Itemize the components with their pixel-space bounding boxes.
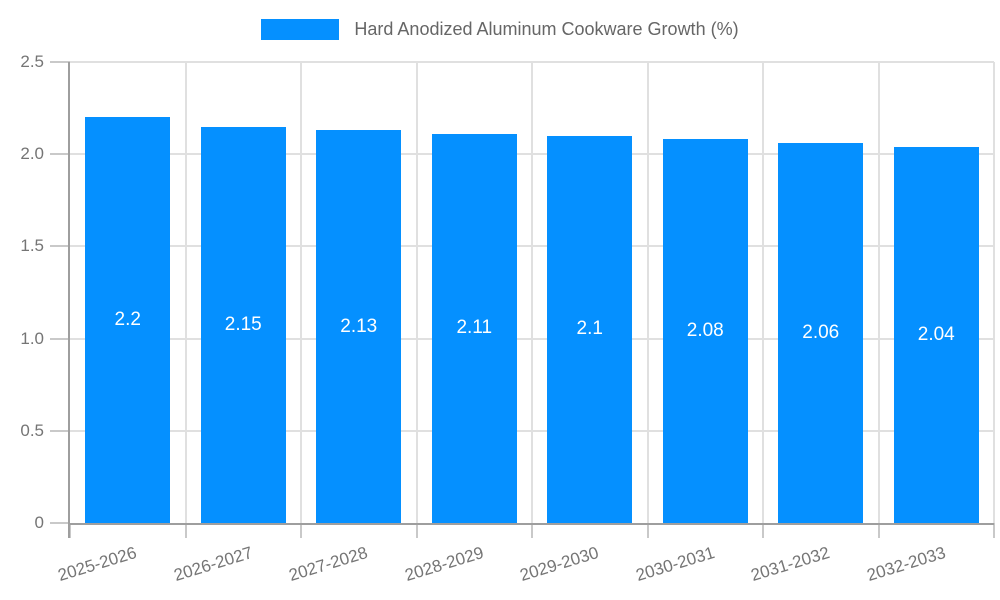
bar-value-label: 2.13 <box>340 315 378 337</box>
x-axis-tick-label: 2030-2031 <box>633 543 717 585</box>
gridline-vertical <box>184 62 187 523</box>
y-axis-tick <box>50 522 70 524</box>
y-axis-line <box>68 62 70 538</box>
x-axis-tick-label: 2027-2028 <box>286 543 371 585</box>
y-axis-tick <box>50 153 70 156</box>
bar-value-label: 2.04 <box>917 323 955 345</box>
bar: 2.13 <box>316 130 402 523</box>
x-axis-tick <box>646 523 649 538</box>
bar-value-label: 2.15 <box>224 313 262 335</box>
y-axis-tick-label: 1.0 <box>20 328 44 348</box>
y-axis-tick <box>50 429 70 432</box>
y-axis-tick <box>50 337 70 340</box>
gridline-vertical <box>531 62 533 523</box>
x-axis-tick <box>300 523 302 538</box>
bar: 2.2 <box>85 117 171 523</box>
bar: 2.04 <box>893 146 979 523</box>
gridline-vertical <box>415 62 418 523</box>
gridline-vertical <box>877 62 880 523</box>
x-axis-tick <box>993 523 995 538</box>
bar: 2.1 <box>547 135 633 523</box>
x-axis-tick <box>415 523 418 538</box>
bar: 2.11 <box>431 133 517 523</box>
bar-value-label: 2.2 <box>114 309 141 331</box>
x-axis-tick-label: 2025-2026 <box>55 543 140 585</box>
x-axis-tick-label: 2029-2030 <box>517 543 602 585</box>
bar-value-label: 2.08 <box>686 320 724 342</box>
x-axis-tick <box>184 523 187 538</box>
bar-value-label: 2.11 <box>456 317 493 339</box>
y-axis-tick <box>50 245 70 248</box>
x-axis-tick <box>877 523 880 538</box>
gridline-vertical <box>646 62 649 523</box>
x-axis-tick-label: 2031-2032 <box>748 543 833 585</box>
x-axis-tick-label: 2026-2027 <box>171 543 255 585</box>
x-axis-tick <box>762 523 764 538</box>
legend-label: Hard Anodized Aluminum Cookware Growth (… <box>354 19 739 39</box>
y-axis-tick-label: 2.5 <box>20 52 44 71</box>
legend-swatch <box>261 19 340 40</box>
bar-value-label: 2.1 <box>576 318 603 340</box>
y-axis-tick-label: 0.5 <box>20 420 44 440</box>
bar-value-label: 2.06 <box>802 322 840 344</box>
bar: 2.08 <box>662 139 748 523</box>
gridline-vertical <box>993 62 995 523</box>
x-axis-tick <box>531 523 533 538</box>
bar: 2.15 <box>200 126 286 523</box>
gridline-vertical <box>762 62 764 523</box>
bar: 2.06 <box>778 143 864 523</box>
y-axis-tick-label: 0 <box>34 513 44 532</box>
gridline-vertical <box>300 62 302 523</box>
y-axis-tick-label: 2.0 <box>20 144 44 164</box>
chart-legend[interactable]: Hard Anodized Aluminum Cookware Growth (… <box>0 19 1000 40</box>
x-axis-tick-label: 2028-2029 <box>402 543 486 585</box>
x-axis-line <box>70 523 994 525</box>
y-axis-tick <box>50 61 70 63</box>
x-axis-tick <box>69 523 71 538</box>
x-axis-tick-label: 2032-2033 <box>864 543 948 585</box>
y-axis-tick-label: 1.5 <box>20 236 44 256</box>
